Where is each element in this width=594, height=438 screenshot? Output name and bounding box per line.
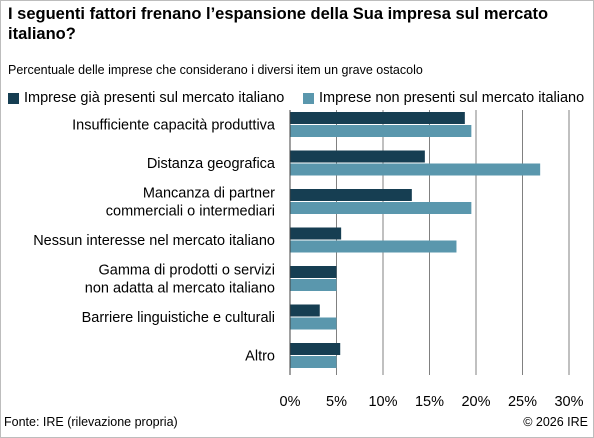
copyright-note: © 2026 IRE bbox=[523, 415, 588, 429]
legend: Imprese già presenti sul mercato italian… bbox=[8, 89, 592, 107]
bar-present bbox=[290, 150, 425, 163]
x-tick-label: 30% bbox=[554, 394, 583, 410]
bar-present bbox=[290, 266, 337, 278]
x-tick-label: 0% bbox=[280, 394, 301, 410]
category-label: non adatta al mercato italiano bbox=[85, 281, 275, 297]
bar-present bbox=[290, 343, 341, 355]
bar-absent bbox=[290, 356, 337, 368]
bar-absent bbox=[290, 240, 457, 253]
legend-swatch-absent bbox=[303, 92, 314, 104]
category-label: commerciali o intermediari bbox=[106, 204, 275, 220]
bar-present bbox=[290, 227, 342, 240]
chart-title: I seguenti fattori frenano l’espansione … bbox=[8, 5, 549, 43]
legend-swatch-present bbox=[8, 92, 19, 104]
legend-item-present: Imprese già presenti sul mercato italian… bbox=[8, 89, 284, 107]
x-tick-label: 5% bbox=[326, 394, 347, 410]
x-tick-label: 15% bbox=[415, 394, 444, 410]
bar-absent bbox=[290, 317, 337, 330]
category-label: Barriere linguistiche e culturali bbox=[82, 310, 275, 326]
legend-item-absent: Imprese non presenti sul mercato italian… bbox=[303, 89, 584, 107]
bar-present bbox=[290, 304, 320, 317]
category-label: Mancanza di partner bbox=[143, 186, 275, 202]
source-note: Fonte: IRE (rilevazione propria) bbox=[4, 415, 178, 429]
legend-label-present: Imprese già presenti sul mercato italian… bbox=[24, 90, 285, 106]
bar-absent bbox=[290, 279, 337, 291]
category-label: Insufficiente capacità produttiva bbox=[72, 118, 276, 134]
category-label: Distanza geografica bbox=[147, 156, 276, 172]
x-tick-label: 25% bbox=[508, 394, 537, 410]
chart-subtitle: Percentuale delle imprese che consideran… bbox=[8, 63, 423, 77]
category-label: Nessun interesse nel mercato italiano bbox=[33, 233, 275, 249]
bar-absent bbox=[290, 125, 472, 137]
x-tick-label: 10% bbox=[368, 394, 397, 410]
bar-absent bbox=[290, 163, 541, 176]
category-label: Altro bbox=[245, 349, 275, 365]
legend-label-absent: Imprese non presenti sul mercato italian… bbox=[319, 90, 585, 106]
bar-present bbox=[290, 112, 465, 124]
category-label: Gamma di prodotti o servizi bbox=[99, 263, 275, 279]
bar-absent bbox=[290, 202, 472, 214]
x-tick-label: 20% bbox=[461, 394, 490, 410]
bar-present bbox=[290, 189, 412, 201]
